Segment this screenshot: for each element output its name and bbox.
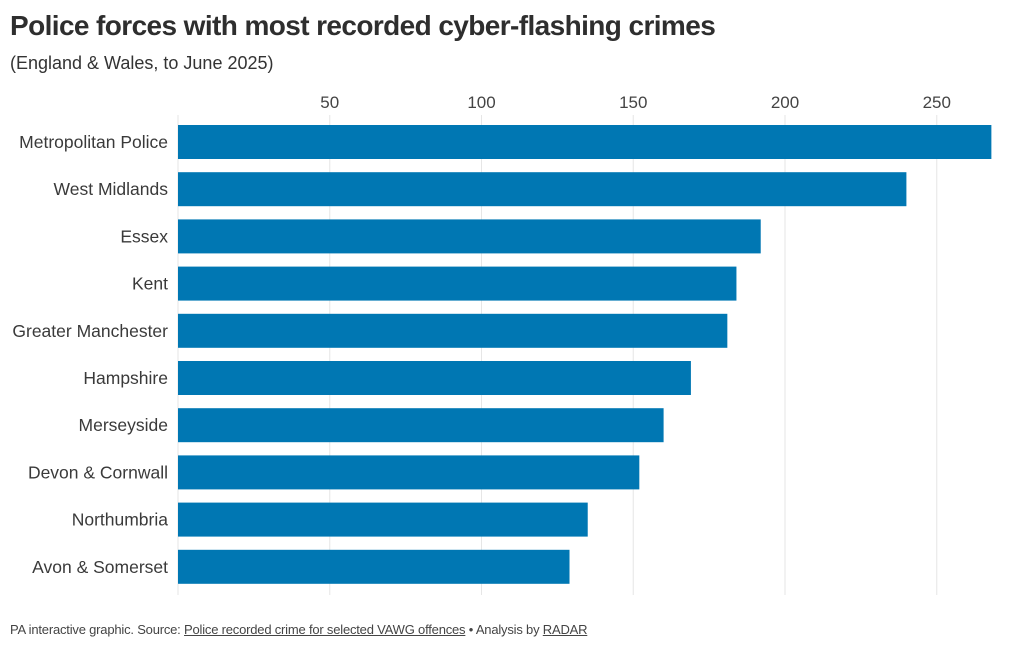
x-tick-label: 50	[320, 93, 339, 112]
category-label: Devon & Cornwall	[28, 462, 168, 482]
bar[interactable]	[178, 361, 691, 395]
category-label: Hampshire	[83, 368, 168, 388]
source-link[interactable]: Police recorded crime for selected VAWG …	[184, 622, 466, 637]
bar[interactable]	[178, 172, 907, 207]
bar-chart: 50 100 150 200 250 Metropolitan Police West Mi…	[12, 93, 992, 595]
category-label: Merseyside	[79, 415, 168, 435]
footer-middle: • Analysis by	[465, 622, 543, 637]
x-tick-label: 200	[771, 93, 799, 112]
bar[interactable]	[178, 455, 640, 490]
category-label: Greater Manchester	[12, 321, 168, 341]
x-tick-label: 150	[619, 93, 647, 112]
bar[interactable]	[178, 313, 728, 348]
x-tick-label: 100	[467, 93, 495, 112]
bar[interactable]	[178, 502, 588, 537]
x-tick-label: 250	[923, 93, 951, 112]
bar[interactable]	[178, 125, 992, 159]
bar[interactable]	[178, 408, 664, 443]
footer: PA interactive graphic. Source: Police r…	[10, 622, 587, 637]
chart-subtitle: (England & Wales, to June 2025)	[10, 53, 274, 73]
category-label: Metropolitan Police	[19, 132, 168, 152]
bar[interactable]	[178, 266, 737, 301]
category-label: Kent	[132, 274, 168, 294]
bar[interactable]	[178, 549, 570, 584]
category-label: Essex	[120, 226, 168, 246]
footer-prefix: PA interactive graphic. Source:	[10, 622, 185, 637]
category-label: West Midlands	[54, 179, 169, 199]
category-label: Northumbria	[72, 510, 169, 530]
analysis-link[interactable]: RADAR	[542, 622, 588, 637]
bar[interactable]	[178, 219, 761, 254]
chart-title: Police forces with most recorded cyber-f…	[10, 10, 716, 41]
category-label: Avon & Somerset	[32, 557, 168, 577]
